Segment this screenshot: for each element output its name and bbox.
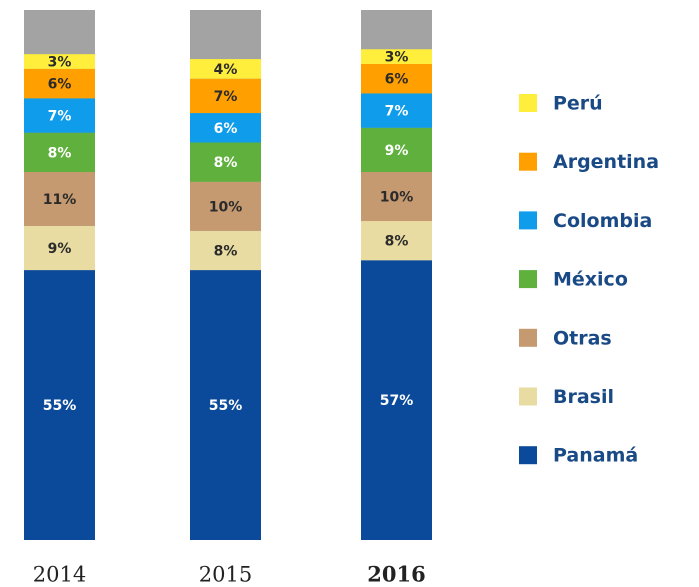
data-label: 6% xyxy=(48,77,72,93)
bar-segment xyxy=(24,54,95,69)
x-tick-label: 2014 xyxy=(33,563,86,587)
legend-label: Panamá xyxy=(553,445,638,467)
bar-segment xyxy=(190,78,261,114)
bar-segment xyxy=(361,221,432,261)
bar-segment xyxy=(24,68,95,99)
legend-label: México xyxy=(553,269,628,291)
data-label: 55% xyxy=(43,398,77,414)
data-label: 7% xyxy=(214,89,238,105)
data-label: 9% xyxy=(385,143,409,159)
bar-segment xyxy=(190,113,261,143)
bar-segment xyxy=(361,260,432,540)
data-label: 10% xyxy=(380,189,414,205)
bar-segment xyxy=(24,98,95,133)
data-label: 6% xyxy=(214,121,238,137)
data-label: 10% xyxy=(209,199,243,215)
data-label: 8% xyxy=(214,155,238,171)
data-label: 9% xyxy=(48,241,72,257)
bar-segment xyxy=(24,225,95,271)
bar-segment xyxy=(24,270,95,540)
bar-segment xyxy=(361,127,432,172)
data-label: 57% xyxy=(380,393,414,409)
legend-label: Colombia xyxy=(553,210,652,232)
data-label: 7% xyxy=(48,109,72,125)
bar-segment xyxy=(361,171,432,222)
legend-swatch xyxy=(519,152,537,171)
legend-swatch xyxy=(519,446,537,465)
legend-label: Perú xyxy=(553,93,603,115)
legend-label: Argentina xyxy=(553,151,659,173)
x-tick-label: 2015 xyxy=(199,563,252,587)
bar-segment xyxy=(190,181,261,231)
data-label: 11% xyxy=(43,192,77,208)
legend-swatch xyxy=(519,387,537,406)
bar-segment xyxy=(190,59,261,79)
bar-segment xyxy=(361,63,432,94)
data-label: 8% xyxy=(48,145,72,161)
legend-swatch xyxy=(519,211,537,230)
legend-label: Otras xyxy=(553,327,612,349)
legend-swatch xyxy=(519,328,537,347)
legend-label: Brasil xyxy=(553,386,614,408)
data-label: 55% xyxy=(209,398,243,414)
data-label: 4% xyxy=(214,62,238,78)
data-label: 6% xyxy=(385,72,409,88)
data-label: 3% xyxy=(385,50,409,66)
legend-swatch xyxy=(519,94,537,112)
bar-segment xyxy=(24,132,95,172)
x-tick-label: 2016 xyxy=(367,562,425,587)
bar-segment xyxy=(361,49,432,64)
bar-segment xyxy=(190,142,261,182)
bar-segment xyxy=(24,171,95,226)
data-label: 7% xyxy=(385,104,409,120)
bar-segment xyxy=(190,270,261,540)
data-label: 3% xyxy=(48,55,72,71)
data-label: 8% xyxy=(214,243,238,259)
bar-segment xyxy=(190,230,261,271)
bar-segment xyxy=(361,93,432,128)
data-label: 8% xyxy=(385,234,409,250)
legend-swatch xyxy=(519,270,537,289)
